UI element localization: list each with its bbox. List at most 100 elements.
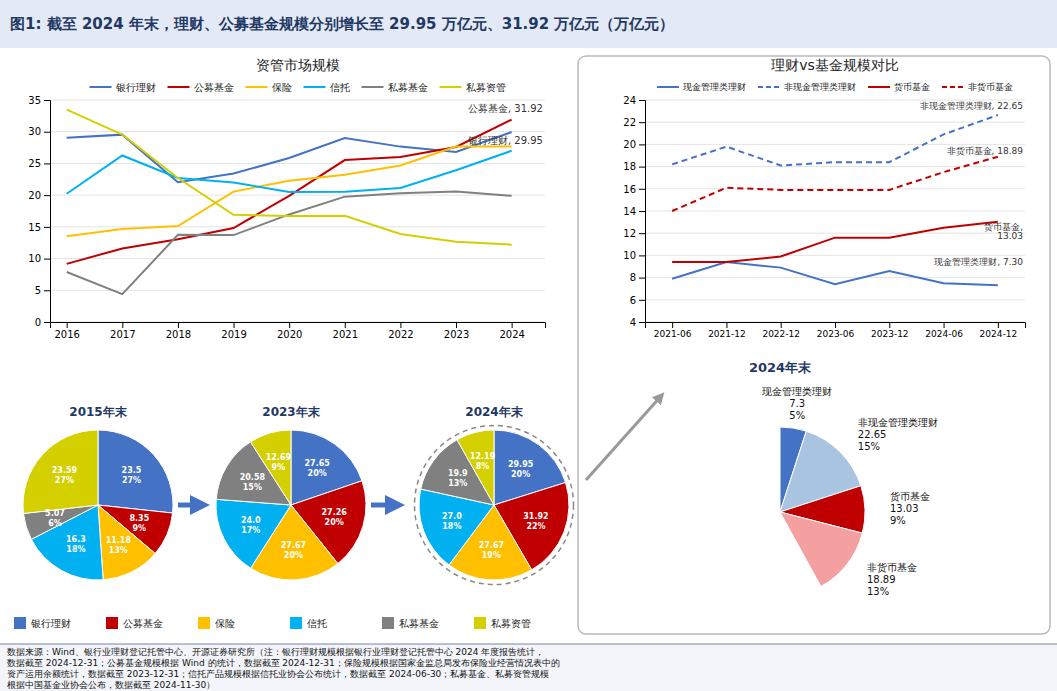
legend-label: 信托 bbox=[307, 618, 327, 629]
grid-line bbox=[50, 131, 545, 132]
grid-line bbox=[645, 299, 1025, 300]
tick-label: 2024-12 bbox=[980, 329, 1018, 339]
grid-line bbox=[50, 195, 545, 196]
data-label: 20.58 bbox=[240, 473, 266, 482]
data-label: 27% bbox=[55, 476, 74, 485]
y-tick: 24 bbox=[623, 95, 645, 106]
x-tick: 2022 bbox=[388, 322, 413, 340]
x-tick: 2024-12 bbox=[980, 322, 1018, 339]
data-label: 22.65 bbox=[858, 429, 887, 440]
tick-label: 2023-06 bbox=[817, 329, 855, 339]
tick-label: 2021-12 bbox=[708, 329, 746, 339]
arrow bbox=[178, 503, 204, 508]
pie-chart: 2023年末27.6520%27.2620%27.6720%24.017%20.… bbox=[216, 405, 366, 580]
category-label: 货币基金 bbox=[890, 491, 930, 502]
y-tick: 25 bbox=[28, 158, 50, 169]
tick-label: 16 bbox=[623, 184, 636, 195]
tick-label: 22 bbox=[623, 117, 636, 128]
legend: 银行理财公募基金保险信托私募基金私募资管 bbox=[90, 82, 506, 93]
data-label: 20% bbox=[284, 551, 303, 560]
legend-swatch bbox=[868, 86, 890, 88]
tick-label: 2016 bbox=[54, 329, 79, 340]
pie-slice bbox=[251, 430, 291, 505]
pie-slice bbox=[216, 499, 291, 568]
legend-label: 私募资管 bbox=[491, 618, 531, 629]
tick-mark bbox=[44, 259, 50, 260]
tick-mark bbox=[178, 322, 179, 328]
x-tick: 2023-06 bbox=[817, 322, 855, 339]
tick-label: 25 bbox=[28, 158, 41, 169]
tick-label: 2022-12 bbox=[762, 329, 800, 339]
legend-item: 货币基金 bbox=[868, 82, 930, 92]
tick-label: 35 bbox=[28, 95, 41, 106]
tick-mark bbox=[639, 211, 645, 212]
x-axis: 201620172018201920202021202220232024 bbox=[51, 322, 546, 340]
data-label: 27.67 bbox=[479, 541, 504, 550]
annotation: 非货币基金, 18.89 bbox=[947, 146, 1024, 156]
x-tick: 2018 bbox=[166, 322, 191, 340]
tick-mark bbox=[639, 167, 645, 168]
pie-slice bbox=[98, 430, 173, 513]
tick-label: 24 bbox=[623, 95, 636, 106]
y-tick: 6 bbox=[630, 295, 645, 306]
tick-mark bbox=[44, 163, 50, 164]
legend-swatch bbox=[168, 86, 190, 88]
legend-label: 私募基金 bbox=[399, 618, 439, 629]
data-label: 11.18 bbox=[106, 536, 132, 545]
tick-mark bbox=[639, 322, 645, 323]
grid bbox=[50, 100, 545, 322]
tick-mark bbox=[44, 322, 50, 323]
tick-label: 2021 bbox=[333, 329, 358, 340]
grid-line bbox=[645, 144, 1025, 145]
data-label: 13% bbox=[867, 586, 889, 597]
data-label: 27.26 bbox=[322, 508, 348, 517]
grid-line bbox=[645, 233, 1025, 234]
panel-border bbox=[578, 56, 1050, 634]
tick-mark bbox=[456, 322, 457, 328]
tick-mark bbox=[512, 322, 513, 328]
tick-mark bbox=[234, 322, 235, 328]
tick-mark bbox=[639, 255, 645, 256]
y-tick: 10 bbox=[623, 250, 645, 261]
legend-item: 公募基金 bbox=[168, 82, 234, 93]
tick-mark bbox=[944, 322, 945, 328]
grid-line bbox=[50, 100, 545, 101]
chart-title: 资管市场规模 bbox=[256, 57, 340, 73]
legend-label: 信托 bbox=[330, 82, 350, 93]
x-tick: 2024 bbox=[499, 322, 524, 340]
tick-mark bbox=[998, 322, 999, 328]
footer-text: 根据中国基金业协会公布，数据截至 2024-11-30） bbox=[7, 680, 215, 690]
legend-swatch bbox=[440, 86, 462, 88]
data-label: 17% bbox=[241, 526, 260, 535]
data-label: 6% bbox=[48, 519, 62, 528]
tick-mark bbox=[639, 122, 645, 123]
axis-line bbox=[44, 101, 51, 323]
data-label: 12.19 bbox=[470, 452, 496, 461]
y-tick: 20 bbox=[623, 139, 645, 150]
pie-slice bbox=[98, 505, 155, 580]
tick-mark bbox=[639, 278, 645, 279]
tick-mark bbox=[639, 100, 645, 101]
axis-line bbox=[51, 323, 546, 329]
tick-mark bbox=[345, 322, 346, 328]
legend-item: 非现金管理类理财 bbox=[758, 82, 856, 92]
data-label: 13% bbox=[109, 546, 128, 555]
legend-item: 现金管理类理财 bbox=[657, 82, 746, 92]
y-tick: 0 bbox=[35, 317, 50, 328]
arrow bbox=[371, 503, 399, 508]
chart-title: 2015年末 bbox=[69, 405, 127, 419]
pie-chart: 2024年末现金管理类理财7.35%非现金管理类理财22.6515%货币基金13… bbox=[749, 360, 938, 597]
data-label: 9% bbox=[133, 524, 147, 533]
data-label: 20% bbox=[308, 469, 327, 478]
tick-label: 10 bbox=[623, 250, 636, 261]
series-line bbox=[67, 151, 512, 194]
y-tick: 15 bbox=[28, 222, 50, 233]
legend-label: 非货币基金 bbox=[968, 82, 1013, 92]
tick-label: 2021-06 bbox=[654, 329, 692, 339]
tick-mark bbox=[889, 322, 890, 328]
tick-mark bbox=[44, 227, 50, 228]
series-line bbox=[67, 110, 512, 245]
tick-label: 2020 bbox=[277, 329, 302, 340]
data-label: 27.67 bbox=[281, 541, 306, 550]
x-axis: 2021-062021-122022-122023-062023-122024-… bbox=[646, 322, 1026, 339]
